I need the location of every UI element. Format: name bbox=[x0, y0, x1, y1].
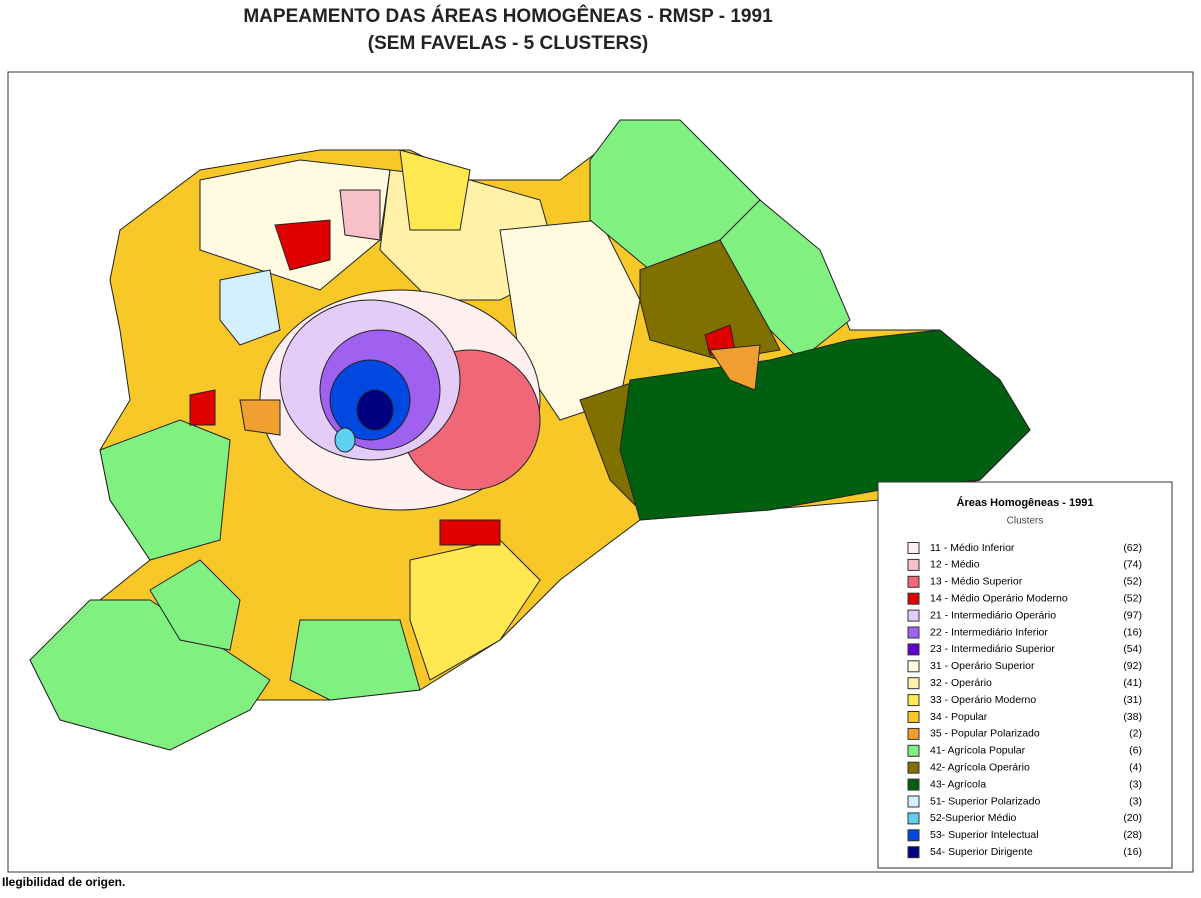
legend-title: Áreas Homogêneas - 1991 bbox=[957, 496, 1094, 509]
legend-swatch bbox=[907, 694, 920, 707]
legend-swatch bbox=[907, 744, 920, 757]
legend-label: 34 - Popular bbox=[930, 711, 988, 723]
legend-count: (28) bbox=[1123, 829, 1142, 841]
subtitle: (SEM FAVELAS - 5 CLUSTERS) bbox=[368, 33, 648, 54]
legend-count: (52) bbox=[1123, 592, 1142, 604]
region bbox=[149, 559, 241, 651]
legend-label: 12 - Médio bbox=[930, 559, 980, 571]
region bbox=[239, 399, 281, 436]
legend-swatch bbox=[907, 542, 920, 554]
legend-swatch bbox=[907, 761, 920, 774]
legend-count: (3) bbox=[1129, 795, 1142, 807]
legend-swatch bbox=[907, 727, 920, 740]
map bbox=[29, 119, 1031, 751]
legend-items: 11 - Médio Inferior (62) 12 - Médio (74) 13 … bbox=[907, 542, 1142, 859]
region bbox=[356, 389, 394, 431]
region bbox=[289, 619, 421, 701]
legend-swatch bbox=[907, 643, 920, 656]
legend-count: (6) bbox=[1129, 745, 1142, 757]
region bbox=[339, 189, 381, 241]
region bbox=[189, 389, 216, 426]
region bbox=[29, 599, 271, 751]
legend-count: (3) bbox=[1129, 778, 1142, 790]
legend-count: (74) bbox=[1123, 559, 1142, 571]
legend-label: 42- Agrícola Operário bbox=[930, 761, 1030, 773]
legend-swatch bbox=[907, 609, 920, 622]
footer-note: Ilegibilidad de origen. bbox=[2, 875, 125, 889]
legend-count: (52) bbox=[1123, 576, 1142, 588]
legend-label: 32 - Operário bbox=[930, 677, 992, 689]
legend-count: (92) bbox=[1123, 660, 1142, 672]
legend-count: (54) bbox=[1123, 643, 1142, 655]
region bbox=[274, 219, 331, 271]
legend-label: 23 - Intermediário Superior bbox=[930, 643, 1055, 655]
region bbox=[219, 269, 281, 346]
legend-count: (20) bbox=[1123, 812, 1142, 824]
legend-swatch bbox=[907, 829, 920, 842]
legend-count: (97) bbox=[1123, 609, 1142, 621]
legend-count: (38) bbox=[1123, 711, 1142, 723]
legend-count: (41) bbox=[1123, 677, 1142, 689]
legend-count: (16) bbox=[1123, 626, 1142, 638]
legend-subtitle: Clusters bbox=[1007, 516, 1044, 527]
legend-count: (62) bbox=[1123, 542, 1142, 554]
legend-label: 54- Superior Dirigente bbox=[930, 846, 1033, 858]
legend-swatch bbox=[907, 558, 920, 571]
legend-label: 13 - Médio Superior bbox=[930, 576, 1023, 588]
legend-swatch bbox=[907, 660, 920, 673]
legend-swatch bbox=[907, 711, 920, 723]
legend-count: (2) bbox=[1129, 728, 1142, 740]
region bbox=[619, 329, 1031, 521]
legend-count: (16) bbox=[1123, 846, 1142, 858]
legend-swatch bbox=[907, 575, 920, 588]
legend-label: 51- Superior Polarizado bbox=[930, 795, 1040, 807]
region bbox=[709, 344, 761, 391]
legend-swatch bbox=[907, 677, 920, 690]
legend-label: 43- Agrícola bbox=[930, 778, 986, 790]
region bbox=[439, 519, 501, 546]
region bbox=[334, 427, 356, 453]
legend-label: 31 - Operário Superior bbox=[930, 660, 1035, 672]
legend-label: 52-Superior Médio bbox=[930, 812, 1017, 824]
legend-label: 11 - Médio Inferior bbox=[930, 542, 1015, 554]
legend-label: 35 - Popular Polarizado bbox=[930, 728, 1040, 740]
legend-label: 22 - Intermediário Inferior bbox=[930, 626, 1048, 638]
legend-swatch bbox=[907, 812, 920, 825]
legend-swatch bbox=[907, 778, 920, 791]
legend-swatch bbox=[907, 626, 920, 639]
legend-label: 14 - Médio Operário Moderno bbox=[930, 592, 1068, 604]
legend-box bbox=[877, 481, 1173, 869]
legend-label: 33 - Operário Moderno bbox=[930, 694, 1036, 706]
legend-swatch bbox=[907, 795, 920, 808]
legend-label: 53- Superior Intelectual bbox=[930, 829, 1039, 841]
title: MAPEAMENTO DAS ÁREAS HOMOGÊNEAS - RMSP -… bbox=[243, 5, 773, 27]
legend-label: 41- Agrícola Popular bbox=[930, 745, 1026, 757]
legend-count: (31) bbox=[1123, 694, 1142, 706]
region bbox=[99, 419, 231, 561]
legend-label: 21 - Intermediário Operário bbox=[930, 609, 1056, 621]
legend-swatch bbox=[907, 846, 920, 859]
region bbox=[399, 149, 471, 231]
legend-swatch bbox=[907, 592, 920, 605]
legend-count: (4) bbox=[1129, 761, 1142, 773]
